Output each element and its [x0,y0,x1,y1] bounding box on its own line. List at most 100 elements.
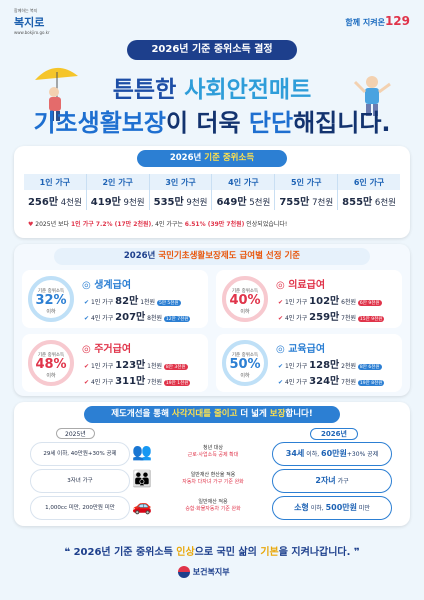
income-value-row: 256만 4천원 419만 9천원 535만 9천원 649만 5천원 755만… [24,190,400,210]
headline2-d: 해집니다. [293,109,391,137]
benefit-name-text: 생계급여 [94,280,132,291]
reform-icon: 🚗 [132,496,152,515]
org-name: 복지로 [14,16,45,29]
reform-icon: 👥 [132,442,152,461]
household-label: 1인 가구 [90,363,114,370]
col-header: 2인 가구 [86,174,150,190]
new-criteria: 2자녀 가구 [272,469,392,493]
col-header: 3인 가구 [149,174,213,190]
ministry-name: 보건복지부 [192,567,230,577]
benefit-card: 기준 중위소득 50% 이하 ◎ 교육급여 ✔ 1인 가구 128만 2천원 8… [216,334,402,392]
income-cell: 419만 9천원 [86,190,150,210]
benefit-amount-rest: 7천원 [339,315,356,322]
benefit-name-text: 의료급여 [288,280,326,291]
benefit-amount: 82만 [115,296,139,307]
increase-tag: 8만 6천원 [357,363,382,370]
household-label: 1인 가구 [90,299,114,306]
threshold-circle: 기준 중위소득 48% 이하 [28,340,74,386]
old-criteria: 3자녀 가구 [30,469,130,493]
benefit-name: ◎ 생계급여 [82,276,131,291]
benefit-amount: 311만 [115,376,146,387]
benefit-title: 2026년 국민기초생활보장제도 급여별 선정 기준 [54,248,370,265]
footer [0,530,424,600]
income-val: 535만 [153,196,184,208]
year-old-label: 2025년 [56,428,95,439]
benefit-line-2: ✔ 4인 가구 259만 7천원 15만 9천원 [278,308,385,323]
benefit-amount-rest: 6천원 [339,299,356,306]
ministry-logo: 보건복지부 [178,566,230,578]
threshold-pct: 40% [229,293,261,308]
pin-icon: ♥ [28,221,36,228]
new-b: 이하, [304,451,322,458]
reform-desc-1: 일반재산 환산율 적용 [190,472,236,478]
year-new-label: 2026년 [310,428,358,440]
title-pill: 2026년 기준 중위소득 결정 [127,40,297,60]
income-note: ♥ 2025년 보다 1인 가구 7.2% (17만 2천원), 4인 가구는 … [28,219,287,228]
headline2-b: 이 더욱 [165,109,249,137]
benefit-name-text: 주거급여 [94,344,132,355]
headline2-a: 기초생활보장 [33,109,166,137]
benefit-amount: 259만 [309,312,340,323]
benefit-name: ◎ 주거급여 [82,340,131,355]
income-cell: 855만 6천원 [338,190,400,210]
reform-desc-2: 승합·화물자동차 기준 완화 [185,506,241,512]
income-title-em: 기준 중위소득 [204,153,255,163]
circle-top: 기준 중위소득 [231,289,259,294]
old-criteria: 29세 이하, 40만원+30% 공제 [30,442,130,466]
reform-desc-2: 자동차 다자녀 가구 기준 완화 [182,479,244,485]
note-b: 1인 가구 7.2% (17만 2천원) [70,221,152,228]
benefit-name: ◎ 교육급여 [276,340,325,355]
check-icon: ✔ [278,379,285,386]
old-criteria: 1,000cc 미만, 200만원 미만 [30,496,130,520]
check-icon: ✔ [84,315,91,322]
household-label: 4인 가구 [284,379,308,386]
circle-top: 기준 중위소득 [37,353,65,358]
benefit-amount: 123만 [115,360,146,371]
income-val-rest: 6천원 [372,197,396,208]
anniversary-logo: 함께 지켜온129 [345,14,410,28]
increase-tag: 8만 3천원 [163,363,188,370]
check-icon: ✔ [278,363,285,370]
benefit-amount-rest: 2천원 [339,363,356,370]
income-cell: 535만 9천원 [149,190,213,210]
org-small: 함께하는 복지 [14,8,38,13]
new-a: 소형 [294,503,309,512]
benefit-title-pre: 2026년 [123,251,159,261]
reform-title-d: 보장 [269,409,286,419]
new-c: 500만원 [325,503,357,512]
income-cell: 755만 7천원 [274,190,339,210]
headline1-pre: 튼튼한 [112,77,185,103]
benefit-name-text: 교육급여 [288,344,326,355]
benefit-line-2: ✔ 4인 가구 324만 7천원 19만 8천원 [278,372,385,387]
new-a: 2자녀 [315,476,336,485]
income-val: 649만 [216,196,247,208]
income-val-rest: 9천원 [183,197,208,208]
benefit-icon: ◎ [82,280,95,291]
income-val: 256만 [27,196,59,208]
benefit-amount-rest: 8천원 [145,315,162,322]
income-val: 755만 [279,196,310,208]
new-c: 60만원 [321,449,347,458]
new-criteria: 소형 이하, 500만원 미만 [272,496,392,520]
benefit-amount-rest: 1천원 [145,363,162,370]
benefit-amount-rest: 7천원 [145,379,162,386]
umbrella-person-illustration [35,67,78,121]
benefit-amount: 128만 [309,360,340,371]
threshold-pct: 48% [35,357,67,372]
benefit-line-1: ✔ 1인 가구 102만 6천원 6만 9천원 [278,292,382,307]
reform-desc-1: 일반재산 적용 [198,499,228,505]
threshold-circle: 기준 중위소득 50% 이하 [222,340,268,386]
reform-desc: 일반재산 적용 승합·화물자동차 기준 완화 [158,498,268,512]
taegeuk-icon [178,566,190,578]
benefit-amount: 102만 [309,296,340,307]
income-header-row: 1인 가구 2인 가구 3인 가구 4인 가구 5인 가구 6인 가구 [24,174,400,190]
headline1-em: 사회안전매트 [184,77,312,103]
reform-title-c: 더 넓게 [237,409,270,419]
income-val: 855만 [342,196,373,208]
increase-tag: 5만 5천원 [156,299,181,306]
income-val-rest: 9천원 [120,197,145,208]
benefit-line-2: ✔ 4인 가구 311만 7천원 19만 1천원 [84,372,191,387]
check-icon: ✔ [84,299,91,306]
income-cell: 649만 5천원 [211,190,276,210]
benefit-title-em: 국민기초생활보장제도 급여별 선정 기준 [158,251,301,261]
